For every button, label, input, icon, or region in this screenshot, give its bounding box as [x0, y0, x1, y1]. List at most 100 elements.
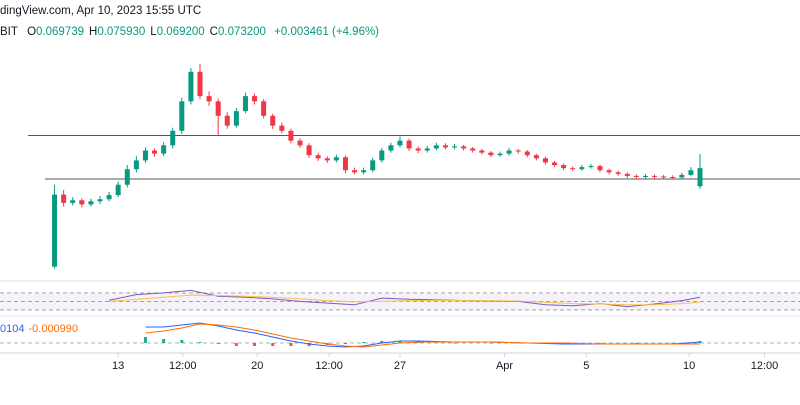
x-tick-label: 13 — [112, 360, 124, 372]
candle-body — [470, 148, 476, 151]
source-line: dingView.com, Apr 10, 2023 15:55 UTC — [0, 5, 202, 17]
macd-legend: 0104 -0.000990 — [0, 323, 82, 335]
candle-body — [515, 150, 521, 152]
candle-body — [597, 166, 603, 171]
candle-body — [197, 71, 203, 97]
candle-body — [315, 155, 321, 159]
candle-body — [697, 168, 703, 187]
candle-body — [170, 130, 176, 146]
ohlc-key: L — [150, 26, 157, 38]
candle-body — [142, 150, 148, 161]
macd-histogram-bar — [289, 343, 293, 346]
candle-body — [533, 155, 539, 159]
candle-body — [570, 168, 576, 170]
candle-body — [688, 170, 694, 175]
ohlc-key: H — [89, 26, 98, 38]
candle-body — [297, 140, 303, 146]
x-tick-label: 12:00 — [315, 360, 343, 372]
candle-body — [370, 160, 376, 171]
macd-histogram-bar — [398, 341, 402, 343]
x-tick-label: 12:00 — [751, 360, 779, 372]
candle-body — [670, 176, 676, 178]
macd-histogram-bar — [380, 341, 384, 343]
candle-body — [606, 170, 612, 173]
x-tick-label: 10 — [683, 360, 695, 372]
candle-body — [497, 153, 503, 156]
symbol: BIT — [0, 26, 18, 38]
candle-body — [624, 173, 630, 176]
candle-body — [615, 172, 621, 174]
x-tick-label: 5 — [583, 360, 589, 372]
candle-body — [279, 125, 285, 131]
candle-body — [588, 166, 594, 168]
macd-histogram-bar — [489, 343, 493, 344]
candle-body — [442, 145, 448, 148]
macd-histogram-bar — [216, 343, 220, 344]
macd-histogram-bar — [143, 337, 147, 343]
ohlc-line: BIT O0.069739 H0.075930 L0.069200 C0.073200… — [0, 26, 384, 38]
ohlc-key: C — [209, 26, 218, 38]
macd-histogram-bar — [362, 342, 366, 343]
x-tick-label: Apr — [496, 360, 513, 372]
candle-body — [224, 115, 230, 126]
candle-body — [261, 101, 267, 116]
macd-histogram-bar — [180, 340, 184, 343]
macd-histogram-bar — [234, 343, 238, 346]
candle-body — [406, 140, 412, 149]
macd-histogram-bar — [343, 343, 347, 344]
candle-body — [679, 174, 685, 178]
candle-body — [70, 200, 76, 203]
candle-body — [188, 71, 194, 102]
ohlc-value: 0.069739 — [36, 26, 85, 38]
candle-body — [324, 158, 330, 161]
candle-body — [642, 175, 648, 177]
ohlc-key: O — [27, 26, 37, 38]
candle-body — [524, 151, 530, 156]
candle-body — [452, 146, 458, 148]
candle-body — [124, 169, 130, 185]
candle-body — [379, 150, 385, 161]
candle-body — [233, 111, 239, 126]
macd-value: -0.000990 — [28, 323, 79, 335]
candle-body — [661, 176, 667, 178]
candle-body — [61, 194, 67, 203]
macd-histogram-bar — [253, 343, 257, 346]
macd-histogram-bar — [598, 343, 602, 344]
macd-value: 0104 — [0, 323, 25, 335]
macd-histogram-bar — [634, 343, 638, 344]
candle-body — [652, 175, 658, 177]
candle-body — [633, 175, 639, 177]
ohlc-value: 0.075930 — [97, 26, 146, 38]
change: +0.003461 (+4.96%) — [274, 26, 380, 38]
macd-histogram-bar — [671, 343, 675, 344]
candle-body — [352, 170, 358, 173]
x-tick-label: 20 — [251, 360, 263, 372]
candle-body — [215, 101, 221, 116]
candle-body — [270, 115, 276, 126]
candle-body — [179, 101, 185, 131]
macd-line — [145, 323, 700, 348]
candle-body — [361, 170, 367, 173]
macd-histogram-bar — [198, 342, 202, 343]
candle-body — [552, 162, 558, 166]
candle-body — [242, 96, 248, 112]
candle-body — [579, 167, 585, 170]
candle-body — [542, 158, 548, 163]
ohlc-value: 0.069200 — [156, 26, 205, 38]
candle-body — [433, 145, 439, 149]
candle-body — [397, 140, 403, 146]
candle-body — [306, 145, 312, 156]
macd-histogram-bar — [271, 343, 275, 346]
candle-body — [415, 148, 421, 151]
candle-body — [79, 200, 85, 205]
macd-histogram-bar — [162, 339, 166, 343]
ohlc-value: 0.073200 — [217, 26, 266, 38]
candle-body — [333, 157, 339, 161]
candle-body — [506, 150, 512, 154]
candle-body — [52, 194, 58, 267]
candle-body — [115, 184, 121, 196]
candle-body — [479, 150, 485, 153]
candle-body — [133, 160, 139, 170]
candle-body — [461, 146, 467, 149]
